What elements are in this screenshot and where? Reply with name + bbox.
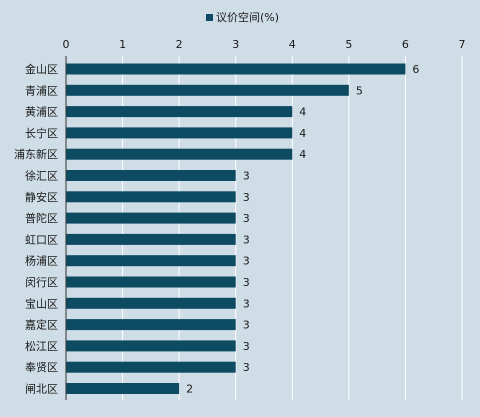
y-category-label: 虹口区	[25, 233, 58, 246]
bar	[66, 212, 236, 224]
x-tick-label: 4	[289, 38, 296, 51]
data-label: 3	[243, 361, 250, 374]
bar	[66, 233, 236, 245]
y-category-label: 杨浦区	[25, 254, 58, 268]
x-tick-label: 1	[119, 38, 126, 51]
legend: 议价空间(%)	[206, 10, 279, 24]
bar	[66, 148, 293, 160]
y-category-label: 浦东新区	[14, 147, 58, 161]
bar	[66, 63, 406, 75]
data-labels: 6 5 4 4 4 3 3 3 3 3 3 3 3 3 3 2	[186, 63, 419, 396]
data-label: 3	[243, 319, 250, 332]
legend-label: 议价空间(%)	[216, 10, 279, 24]
y-category-label: 闸北区	[25, 383, 58, 396]
data-label: 3	[243, 170, 250, 183]
y-category-label: 奉贤区	[25, 360, 58, 374]
bar	[66, 191, 236, 203]
bar	[66, 319, 236, 331]
x-axis-ticks: 0 1 2 3 4 5 6 7	[63, 38, 466, 51]
bar	[66, 340, 236, 352]
x-tick-label: 0	[63, 38, 70, 51]
data-label: 4	[299, 106, 306, 119]
x-tick-label: 5	[345, 38, 352, 51]
bar	[66, 383, 180, 394]
data-label: 4	[299, 148, 306, 161]
x-tick-label: 2	[176, 38, 183, 51]
bar	[66, 255, 236, 267]
data-label: 4	[299, 127, 306, 140]
data-label: 3	[243, 255, 250, 268]
x-tick-label: 6	[402, 38, 409, 51]
data-label: 3	[243, 297, 250, 310]
bar	[66, 106, 293, 118]
data-label: 3	[243, 212, 250, 225]
data-label: 3	[243, 191, 250, 204]
y-axis-labels: 金山区青浦区黄浦区长宁区浦东新区徐汇区静安区普陀区虹口区杨浦区闵行区宝山区嘉定区…	[14, 62, 58, 396]
legend-swatch	[206, 14, 213, 21]
y-category-label: 闵行区	[25, 275, 58, 289]
data-label: 3	[243, 233, 250, 246]
y-category-label: 宝山区	[25, 296, 58, 310]
bar	[66, 170, 236, 181]
bar	[66, 127, 293, 139]
x-tick-label: 3	[232, 38, 239, 51]
y-category-label: 嘉定区	[25, 318, 58, 332]
y-category-label: 长宁区	[25, 126, 58, 140]
data-label: 5	[356, 84, 363, 97]
y-category-label: 徐汇区	[25, 169, 58, 183]
bar	[66, 297, 236, 309]
data-label: 6	[412, 63, 419, 76]
data-label: 3	[243, 276, 250, 289]
bars	[66, 63, 406, 394]
y-category-label: 黄浦区	[25, 105, 58, 119]
y-category-label: 松江区	[25, 339, 58, 353]
y-category-label: 静安区	[25, 190, 58, 204]
data-label: 2	[186, 383, 193, 396]
x-tick-label: 7	[459, 38, 466, 51]
y-category-label: 金山区	[25, 62, 58, 76]
bar	[66, 361, 236, 373]
y-category-label: 普陀区	[25, 211, 58, 225]
bar	[66, 84, 349, 96]
y-category-label: 青浦区	[25, 84, 58, 97]
data-label: 3	[243, 340, 250, 353]
bar	[66, 276, 236, 288]
